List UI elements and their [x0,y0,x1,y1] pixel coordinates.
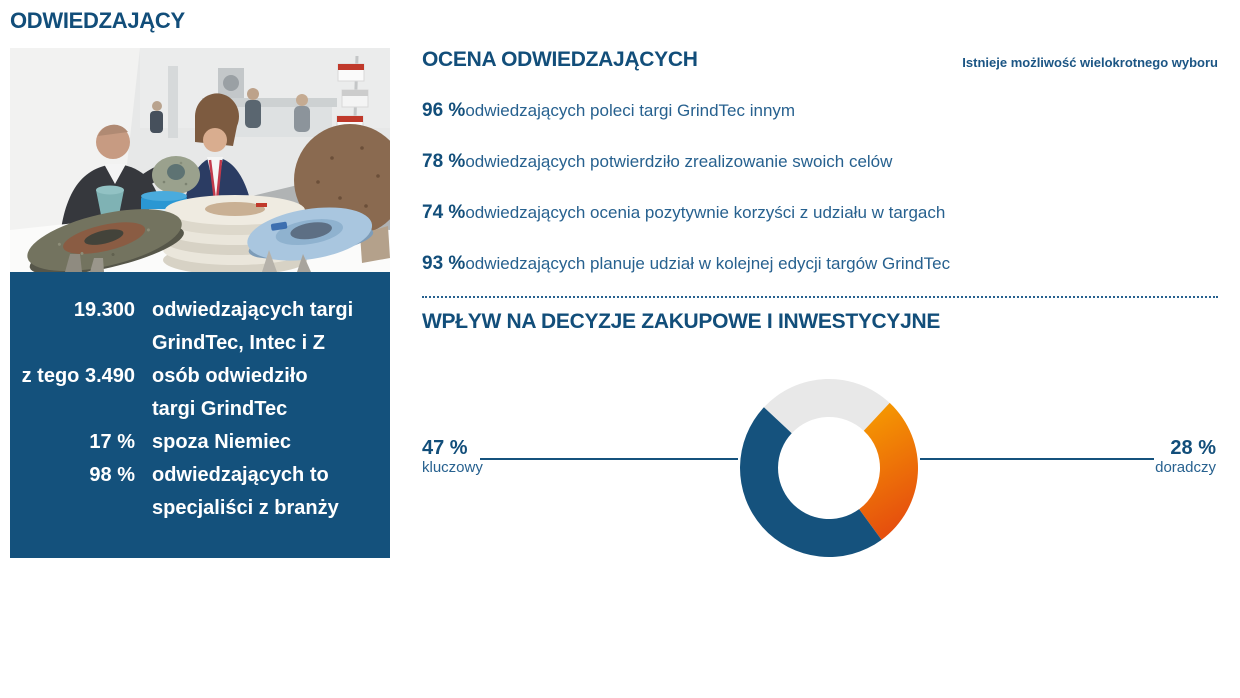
donut-percent: 28 % [1170,437,1216,459]
small-stub [65,254,82,272]
small-stub [90,258,104,272]
light-blue-wheel [247,207,374,261]
evaluation-percent: 74 % [422,202,466,223]
evaluation-item: 74 % odwiedzających ocenia pozytywnie ko… [422,202,1218,253]
donut-label-kluczowy: 47 % kluczowy [422,437,582,477]
stats-row: z tego 3.490 osób odwiedziło targi Grind… [10,360,378,426]
dotted-divider [422,296,1218,298]
evaluation-item: 96 % odwiedzających poleci targi GrindTe… [422,100,1218,151]
donut-chart-svg [740,378,918,557]
stats-row: 17 % spoza Niemiec [10,426,378,459]
donut-label-doradczy: 28 % doradczy [1056,437,1216,477]
connector-line-right [920,458,1154,460]
section-title-ocena: OCENA ODWIEDZAJĄCYCH [422,48,698,71]
page-title: ODWIEDZAJĄCY [10,8,185,33]
stat-value: 98 % [89,464,135,486]
donut-label-text: kluczowy [422,459,483,476]
small-cone [297,254,311,272]
background-people [150,88,310,133]
evaluation-percent: 78 % [422,151,466,172]
evaluation-text: odwiedzających ocenia pozytywnie korzyśc… [465,203,946,222]
stat-description: spoza Niemiec [152,431,291,453]
section-title-wplyw: WPŁYW NA DECYZJE ZAKUPOWE I INWESTYCYJNE [422,310,941,333]
stat-value: z tego 3.490 [21,365,135,387]
influence-donut-chart [709,368,949,568]
small-cone [262,250,277,272]
visitor-stats-box: 19.300 odwiedzających targi GrindTec, In… [10,272,390,558]
donut-label-text: doradczy [1155,459,1216,476]
trade-fair-photo [10,48,390,272]
stats-row: 19.300 odwiedzających targi GrindTec, In… [10,294,378,360]
evaluation-percent: 96 % [422,100,466,121]
evaluation-text: odwiedzających potwierdziło zrealizowani… [465,152,893,171]
evaluation-text: odwiedzających planuje udział w kolejnej… [465,254,951,273]
stat-description: osób odwiedziło targi GrindTec [152,365,308,420]
connector-line-left [480,458,738,460]
evaluation-text: odwiedzających poleci targi GrindTec inn… [465,101,796,120]
evaluation-percent: 93 % [422,253,466,274]
stat-description: odwiedzających to specjaliści z branży [152,464,339,519]
evaluation-item: 78 % odwiedzających potwierdziło zrealiz… [422,151,1218,202]
stat-value: 19.300 [73,299,135,321]
multiple-choice-note: Istnieje możliwość wielokrotnego wyboru [962,55,1218,70]
stats-row: 98 % odwiedzających to specjaliści z bra… [10,459,378,525]
stat-description: odwiedzających targi GrindTec, Intec i Z [152,299,354,354]
held-grinding-wheel [152,156,200,194]
evaluation-list: 96 % odwiedzających poleci targi GrindTe… [422,100,1218,304]
stat-value: 17 % [89,431,135,453]
trade-fair-photo-illustration [10,48,390,272]
evaluation-item: 93 % odwiedzających planuje udział w kol… [422,253,1218,304]
donut-percent: 47 % [422,437,468,459]
